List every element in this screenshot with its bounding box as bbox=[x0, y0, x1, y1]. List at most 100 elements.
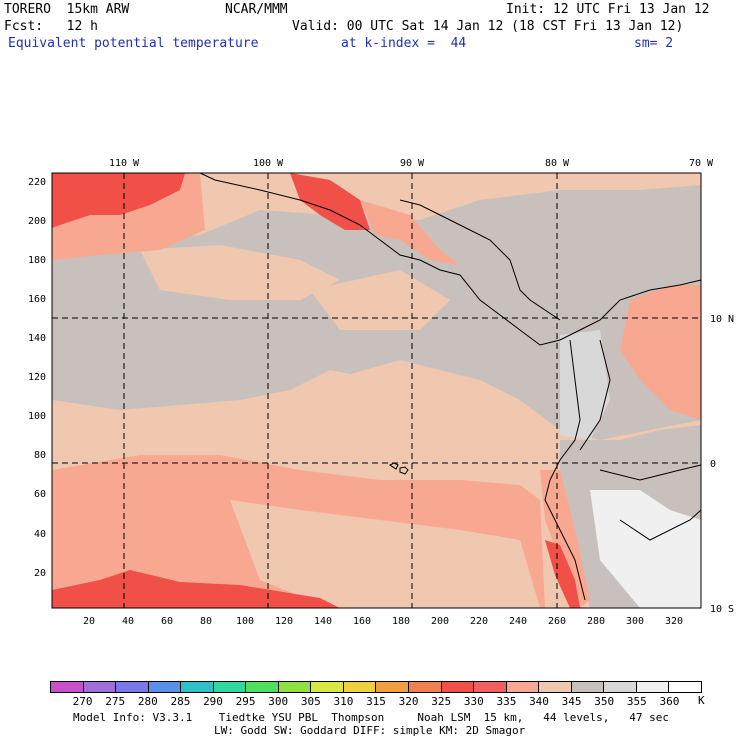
colorbar-label: 270 bbox=[72, 695, 93, 708]
warm-region-mexico bbox=[360, 200, 460, 265]
model-info: Model Info: V3.3.1 Tiedtke YSU PBL Thomp… bbox=[73, 711, 670, 724]
y-tick: 80 bbox=[34, 450, 46, 461]
lon-label: 70 W bbox=[689, 158, 714, 169]
colorbar-label: 345 bbox=[561, 695, 582, 708]
x-tick: 240 bbox=[509, 616, 527, 627]
colorbar-swatch bbox=[539, 682, 572, 692]
colorbar-swatch bbox=[669, 682, 701, 692]
colorbar-swatch bbox=[278, 682, 312, 692]
salmon-patch-center bbox=[140, 245, 340, 300]
colorbar-swatch bbox=[116, 682, 149, 692]
colorbar-label: 300 bbox=[268, 695, 289, 708]
lon-label: 90 W bbox=[400, 158, 425, 169]
x-tick: 260 bbox=[548, 616, 566, 627]
lat-label: 10 N bbox=[710, 314, 734, 325]
theta-e-field bbox=[52, 173, 701, 608]
graticule bbox=[52, 173, 701, 608]
coast-caribbean bbox=[399, 199, 561, 321]
model-title: TORERO 15km ARW bbox=[4, 2, 130, 17]
physics-info: LW: Godd SW: Goddard DIFF: simple KM: 2D… bbox=[214, 724, 526, 737]
colorbar-label: 315 bbox=[366, 695, 386, 708]
coast-galapagos bbox=[389, 462, 409, 475]
colorbar-label: 295 bbox=[235, 695, 256, 708]
salmon-patch-east bbox=[330, 360, 520, 415]
colorbar-swatch bbox=[506, 682, 540, 692]
x-tick: 100 bbox=[236, 616, 254, 627]
white-highlands bbox=[590, 490, 701, 608]
coast-mexico-central-america bbox=[199, 172, 702, 346]
level-index: at k-index = 44 bbox=[341, 36, 467, 51]
colorbar-swatch bbox=[409, 682, 442, 692]
colorbar-label: 285 bbox=[170, 695, 191, 708]
lat-label: 0 bbox=[710, 459, 716, 470]
lon-label: 80 W bbox=[545, 158, 570, 169]
forecast-hour: Fcst: 12 h bbox=[4, 19, 98, 34]
colorbar-label: 325 bbox=[431, 695, 452, 708]
y-ticks: 20 40 60 80 100 120 140 160 180 200 220 bbox=[28, 177, 46, 579]
y-tick: 20 bbox=[34, 568, 46, 579]
border-south bbox=[619, 509, 702, 541]
colorbar-swatch bbox=[343, 682, 377, 692]
colorbar-label: 280 bbox=[137, 695, 158, 708]
y-tick: 140 bbox=[28, 333, 46, 344]
colorbar-swatch bbox=[246, 682, 279, 692]
center-label: NCAR/MMM bbox=[225, 2, 288, 17]
x-tick: 140 bbox=[314, 616, 332, 627]
x-ticks: 20 40 60 80 100 120 140 160 180 200 220 … bbox=[83, 616, 683, 627]
map-frame bbox=[51, 172, 702, 609]
colorbar-swatch bbox=[571, 682, 605, 692]
colorbar-swatch bbox=[441, 682, 475, 692]
y-tick: 60 bbox=[34, 489, 46, 500]
lat-label: 10 S bbox=[710, 604, 734, 615]
lon-label: 100 W bbox=[253, 158, 284, 169]
border-brazil bbox=[599, 464, 702, 481]
colorbar-swatch bbox=[83, 682, 117, 692]
field-name: Equivalent potential temperature bbox=[8, 36, 259, 51]
y-tick: 160 bbox=[28, 294, 46, 305]
warm-region-colombia bbox=[620, 285, 701, 420]
hot-coast-peru bbox=[545, 540, 580, 608]
colorbar-label: 330 bbox=[463, 695, 484, 708]
colorbar-swatch bbox=[51, 682, 84, 692]
coast-south-america-west bbox=[544, 339, 586, 601]
colorbar-swatch bbox=[474, 682, 507, 692]
x-tick: 120 bbox=[275, 616, 293, 627]
mild-band-south bbox=[230, 500, 540, 608]
smoothing: sm= 2 bbox=[634, 36, 674, 51]
hot-region-nw bbox=[52, 173, 185, 228]
colorbar-swatch bbox=[213, 682, 247, 692]
colorbar-unit: K bbox=[698, 694, 705, 707]
x-tick: 40 bbox=[122, 616, 134, 627]
colorbar-label: 310 bbox=[333, 695, 354, 708]
coastlines bbox=[199, 172, 702, 601]
x-tick: 160 bbox=[353, 616, 371, 627]
y-tick: 40 bbox=[34, 529, 46, 540]
colorbar-label: 350 bbox=[594, 695, 615, 708]
colorbar-label: 305 bbox=[300, 695, 321, 708]
y-tick: 200 bbox=[28, 216, 46, 227]
x-tick: 180 bbox=[392, 616, 410, 627]
salmon-patch-north bbox=[310, 270, 450, 330]
x-tick: 80 bbox=[200, 616, 212, 627]
colorbar-swatch bbox=[181, 682, 214, 692]
x-tick: 320 bbox=[665, 616, 683, 627]
y-tick: 100 bbox=[28, 411, 46, 422]
border-andes bbox=[579, 339, 611, 451]
x-tick: 220 bbox=[470, 616, 488, 627]
colorbar-label: 335 bbox=[496, 695, 517, 708]
lon-label: 110 W bbox=[109, 158, 140, 169]
y-tick: 220 bbox=[28, 177, 46, 188]
x-tick: 60 bbox=[161, 616, 173, 627]
colorbar-swatch bbox=[311, 682, 344, 692]
lon-labels: 110 W 100 W 90 W 80 W 70 W bbox=[109, 158, 714, 169]
colorbar-swatch bbox=[148, 682, 182, 692]
x-tick: 200 bbox=[431, 616, 449, 627]
colorbar-label: 275 bbox=[105, 695, 126, 708]
colorbar-swatch bbox=[376, 682, 410, 692]
colorbar-label: 355 bbox=[626, 695, 647, 708]
valid-time: Valid: 00 UTC Sat 14 Jan 12 (18 CST Fri … bbox=[292, 19, 684, 34]
hot-region-mexico bbox=[290, 173, 370, 230]
colorbar bbox=[50, 681, 702, 693]
map-plot: 110 W 100 W 90 W 80 W 70 W 10 N 0 10 S 2… bbox=[28, 158, 734, 627]
colorbar-label: 340 bbox=[529, 695, 549, 708]
